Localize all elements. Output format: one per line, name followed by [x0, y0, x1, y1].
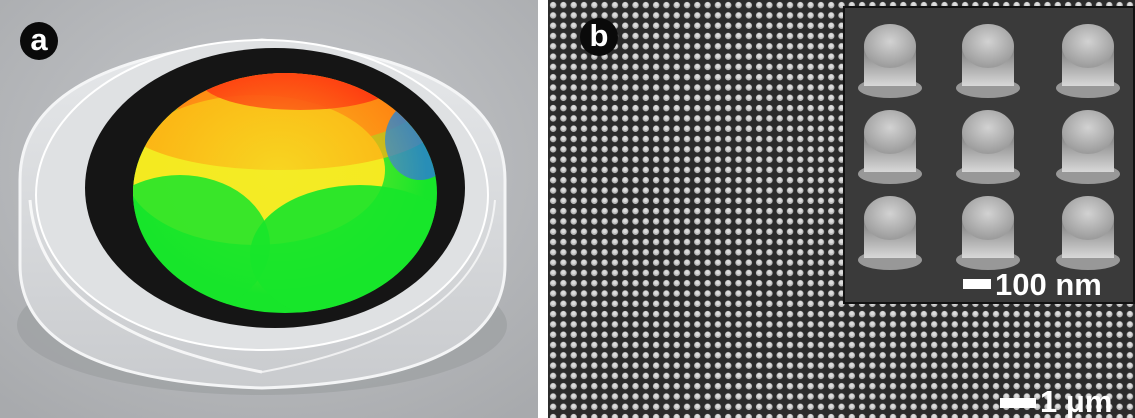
inset-scale-label: 100 nm [995, 267, 1102, 302]
inset-pillar [1056, 24, 1120, 98]
panel-a-photo: a [0, 0, 538, 418]
inset-pillar [956, 110, 1020, 184]
wafer-dish-illustration [0, 0, 538, 418]
inset-pillar [1056, 196, 1120, 270]
panel-b-label: b [580, 18, 618, 56]
inset-pillar [956, 196, 1020, 270]
inset-magnified-view: 100 nm [843, 6, 1135, 304]
panel-b-sem-image: b 100 nm 1 μm [548, 0, 1135, 418]
main-scale-label: 1 μm [1040, 384, 1113, 418]
inset-pillar [858, 196, 922, 270]
inset-pillar [1056, 110, 1120, 184]
panel-a-label: a [20, 22, 58, 60]
inset-pillar [858, 110, 922, 184]
inset-pillar [858, 24, 922, 98]
inset-scale-bar [963, 279, 991, 289]
inset-pillars-illustration [845, 8, 1133, 302]
inset-pillar [956, 24, 1020, 98]
main-scale-bar [1000, 398, 1036, 408]
